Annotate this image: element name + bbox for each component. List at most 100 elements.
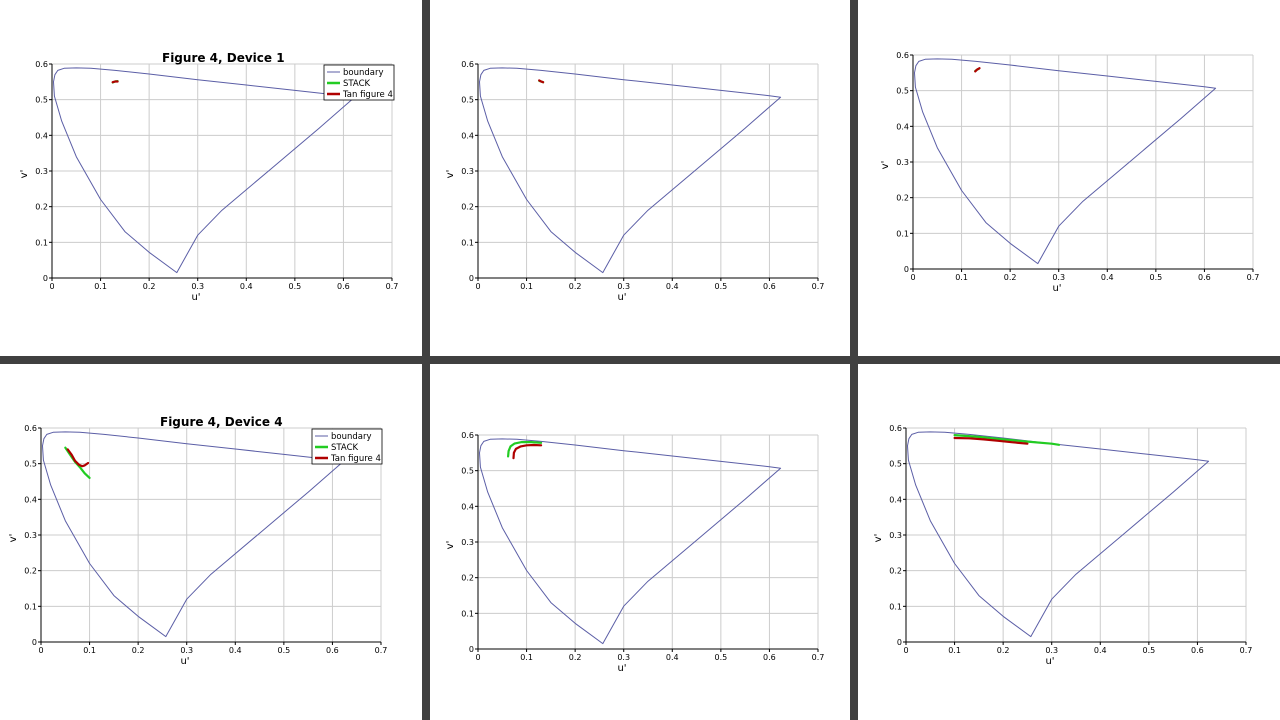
- x-tick-label: 0.4: [666, 282, 679, 291]
- x-tick-label: 0.2: [1004, 273, 1017, 282]
- x-tick-label: 0: [49, 282, 54, 291]
- y-tick-label: 0.4: [461, 502, 474, 511]
- x-tick-label: 0.4: [1101, 273, 1114, 282]
- x-tick-label: 0.3: [617, 282, 630, 291]
- y-tick-label: 0.1: [24, 602, 37, 611]
- x-tick-label: 0.6: [1198, 273, 1211, 282]
- y-tick-label: 0.3: [461, 538, 474, 547]
- y-tick-label: 0.5: [461, 96, 474, 105]
- legend-label: Tan figure 4: [330, 454, 381, 464]
- x-tick-label: 0.7: [812, 282, 825, 291]
- x-tick-label: 0.2: [143, 282, 156, 291]
- y-tick-label: 0.5: [35, 96, 48, 105]
- y-tick-label: 0.1: [896, 229, 909, 238]
- chart-panel-2: 0 0.1 0.2 0.3 0.4 0.5 0.6 0.7 0 0.1 0.2 0.3 0.4 0.5 0.…: [430, 0, 850, 356]
- x-tick-label: 0: [910, 273, 915, 282]
- x-tick-label: 0: [475, 282, 480, 291]
- x-tick-label: 0.3: [617, 653, 630, 662]
- y-tick-label: 0.6: [24, 424, 37, 433]
- x-tick-label: 0: [475, 653, 480, 662]
- y-tick-label: 0.2: [896, 194, 909, 203]
- y-tick-label: 0.4: [35, 131, 48, 140]
- y-tick-label: 0.6: [896, 51, 909, 60]
- x-tick-label: 0.6: [763, 282, 776, 291]
- x-tick-label: 0.4: [229, 646, 242, 655]
- x-tick-label: 0.2: [997, 646, 1010, 655]
- x-tick-label: 0.1: [94, 282, 107, 291]
- y-tick-label: 0.4: [889, 495, 902, 504]
- y-tick-label: 0.3: [896, 158, 909, 167]
- x-tick-label: 0.5: [714, 653, 727, 662]
- y-tick-label: 0.5: [889, 460, 902, 469]
- x-axis-label: u': [617, 292, 626, 303]
- y-axis-label: v': [873, 534, 884, 543]
- chart-panel-3: 0 0.1 0.2 0.3 0.4 0.5 0.6 0.7 0 0.1 0.2 0.3 0.4 0.5 0.…: [858, 0, 1280, 356]
- chart-panel-6: 0 0.1 0.2 0.3 0.4 0.5 0.6 0.7 0 0.1 0.2 0.3 0.4 0.5 0.…: [858, 364, 1280, 720]
- x-tick-label: 0: [903, 646, 908, 655]
- x-axis-label: u': [1052, 283, 1061, 294]
- y-tick-label: 0.4: [896, 122, 909, 131]
- x-tick-label: 0.6: [763, 653, 776, 662]
- legend-label: Tan figure 4: [342, 90, 393, 100]
- y-tick-label: 0.4: [461, 131, 474, 140]
- series-tan-figure-4: [512, 443, 543, 460]
- y-tick-label: 0.2: [461, 574, 474, 583]
- y-tick-label: 0: [469, 645, 474, 654]
- x-tick-label: 0.6: [326, 646, 339, 655]
- y-tick-label: 0.1: [889, 602, 902, 611]
- x-tick-label: 0.7: [812, 653, 825, 662]
- chart-title: Figure 4, Device 4: [160, 415, 283, 429]
- series-stack: [953, 433, 1061, 446]
- chart-svg-4: 0 0.1 0.2 0.3 0.4 0.5 0.6 0.7 0 0.1 0.2 0.3 0.4 0.5 0.…: [8, 415, 388, 667]
- chart-svg-5: 0 0.1 0.2 0.3 0.4 0.5 0.6 0.7 0 0.1 0.2 0.3 0.4 0.5 0.…: [445, 431, 825, 674]
- y-axis-label: v': [19, 170, 30, 179]
- series-boundary: [907, 431, 1210, 638]
- legend-label: STACK: [331, 443, 359, 453]
- y-tick-label: 0.3: [35, 167, 48, 176]
- x-tick-label: 0.6: [337, 282, 350, 291]
- series-boundary: [479, 67, 782, 274]
- x-axis-label: u': [1045, 656, 1054, 667]
- x-axis-label: u': [180, 656, 189, 667]
- y-tick-label: 0.2: [24, 567, 37, 576]
- x-tick-label: 0.1: [955, 273, 968, 282]
- x-tick-label: 0.7: [1247, 273, 1260, 282]
- y-tick-label: 0.1: [35, 238, 48, 247]
- x-tick-label: 0.2: [569, 282, 582, 291]
- y-tick-label: 0: [32, 638, 37, 647]
- y-tick-label: 0.4: [24, 495, 37, 504]
- x-tick-label: 0.1: [520, 653, 533, 662]
- x-tick-label: 0.7: [1240, 646, 1253, 655]
- series-boundary: [479, 438, 782, 645]
- x-tick-label: 0.6: [1191, 646, 1204, 655]
- x-axis-label: u': [191, 292, 200, 303]
- x-tick-label: 0.4: [1094, 646, 1107, 655]
- y-tick-label: 0.3: [24, 531, 37, 540]
- y-tick-label: 0.3: [889, 531, 902, 540]
- y-tick-label: 0: [904, 265, 909, 274]
- chart-svg-1: 0 0.1 0.2 0.3 0.4 0.5 0.6 0.7 0 0.1 0.2 0.3 0.4 0.5 0.…: [19, 51, 399, 303]
- y-tick-label: 0.5: [24, 460, 37, 469]
- x-tick-label: 0.5: [288, 282, 301, 291]
- x-axis-label: u': [617, 663, 626, 674]
- series-boundary: [914, 58, 1217, 265]
- y-tick-label: 0.2: [461, 203, 474, 212]
- x-tick-label: 0.5: [1149, 273, 1162, 282]
- legend-label: boundary: [331, 432, 372, 442]
- x-tick-label: 0.4: [666, 653, 679, 662]
- y-axis-label: v': [8, 534, 19, 543]
- x-tick-label: 0.5: [714, 282, 727, 291]
- series-tan-figure-4: [111, 80, 119, 84]
- x-tick-label: 0.5: [277, 646, 290, 655]
- chart-title: Figure 4, Device 1: [162, 51, 285, 65]
- x-tick-label: 0.5: [1142, 646, 1155, 655]
- x-tick-label: 0.7: [386, 282, 399, 291]
- y-tick-label: 0.2: [889, 567, 902, 576]
- x-tick-label: 0.3: [1045, 646, 1058, 655]
- y-axis-label: v': [880, 161, 891, 170]
- series-tan-figure-4: [953, 436, 1029, 445]
- chart-panel-1: 0 0.1 0.2 0.3 0.4 0.5 0.6 0.7 0 0.1 0.2 0.3 0.4 0.5 0.…: [0, 0, 422, 356]
- x-tick-label: 0.7: [375, 646, 388, 655]
- y-tick-label: 0.2: [35, 203, 48, 212]
- y-tick-label: 0.6: [889, 424, 902, 433]
